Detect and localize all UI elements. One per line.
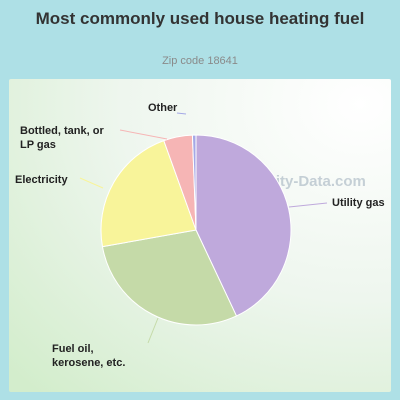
pie-slice-fuel-oil-kerosene-etc	[101, 229, 238, 326]
pie-slice-utility-gas	[195, 134, 292, 317]
leader-line	[288, 202, 328, 208]
leader-line	[147, 317, 159, 344]
plot-area: City-Data.com	[9, 79, 391, 392]
slice-label: Other	[148, 102, 178, 114]
watermark-text: City-Data.com	[265, 172, 366, 190]
pie-slice-other	[191, 134, 197, 231]
leader-line	[176, 112, 187, 115]
slice-label: Electricity	[15, 174, 68, 186]
chart-title: Most commonly used house heating fuel	[35, 9, 365, 28]
leader-line	[119, 129, 168, 140]
slice-label: Fuel oil, kerosene, etc.	[52, 343, 125, 369]
pie-slice-electricity	[100, 139, 197, 248]
leader-line	[79, 177, 104, 189]
slice-label: Bottled, tank, or LP gas	[20, 125, 104, 151]
slice-label: Utility gas	[332, 197, 385, 209]
chart-subtitle: Zip code 18641	[162, 55, 238, 67]
